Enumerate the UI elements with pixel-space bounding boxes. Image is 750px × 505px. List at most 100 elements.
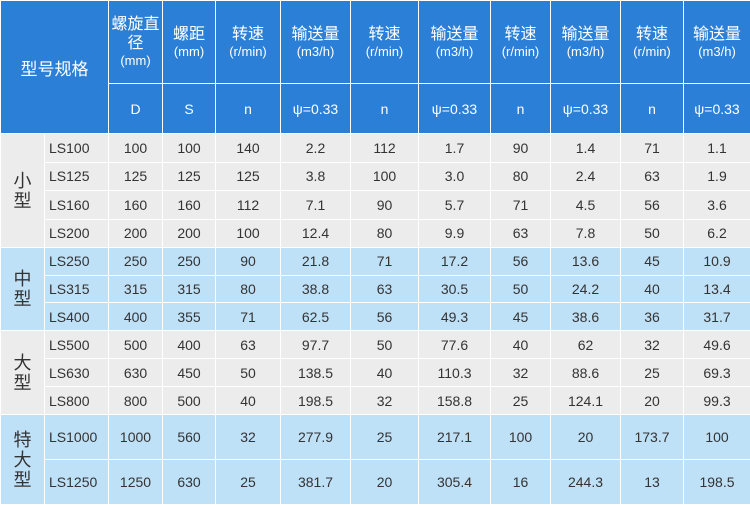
- value-cell: 4.5: [551, 191, 621, 220]
- value-cell: 38.8: [281, 275, 351, 303]
- value-cell: 277.9: [281, 415, 351, 460]
- value-cell: 140: [216, 134, 281, 163]
- value-cell: 3.0: [419, 162, 491, 191]
- column-unit: (mm): [109, 53, 162, 69]
- value-cell: 56: [491, 248, 551, 276]
- column-symbol: n: [621, 84, 684, 134]
- value-cell: 355: [163, 303, 216, 331]
- column-symbol: n: [491, 84, 551, 134]
- value-cell: 20: [621, 387, 684, 415]
- value-cell: 31.7: [684, 303, 750, 331]
- value-cell: 110.3: [419, 359, 491, 387]
- value-cell: 12.4: [281, 219, 351, 248]
- value-cell: 124.1: [551, 387, 621, 415]
- value-cell: 200: [163, 219, 216, 248]
- column-symbol: ψ=0.33: [419, 84, 491, 134]
- value-cell: 40: [621, 275, 684, 303]
- value-cell: 90: [351, 191, 419, 220]
- value-cell: 7.8: [551, 219, 621, 248]
- column-symbol: n: [351, 84, 419, 134]
- value-cell: 71: [621, 134, 684, 163]
- value-cell: 200: [109, 219, 163, 248]
- column-unit: (m3/h): [281, 44, 350, 60]
- value-cell: 500: [163, 387, 216, 415]
- column-unit: (m3/h): [684, 44, 750, 60]
- model-cell: LS100: [45, 134, 109, 163]
- column-symbol: n: [216, 84, 281, 134]
- value-cell: 50: [216, 359, 281, 387]
- value-cell: 40: [216, 387, 281, 415]
- value-cell: 450: [163, 359, 216, 387]
- value-cell: 20: [551, 415, 621, 460]
- value-cell: 80: [491, 162, 551, 191]
- value-cell: 6.2: [684, 219, 750, 248]
- value-cell: 49.3: [419, 303, 491, 331]
- column-name: 转速: [216, 25, 280, 44]
- header-title: 型号规格: [1, 1, 109, 134]
- value-cell: 40: [491, 331, 551, 359]
- value-cell: 630: [163, 460, 216, 505]
- value-cell: 158.8: [419, 387, 491, 415]
- value-cell: 9.9: [419, 219, 491, 248]
- column-header: 转速(r/min): [216, 1, 281, 84]
- value-cell: 125: [109, 162, 163, 191]
- value-cell: 20: [351, 460, 419, 505]
- value-cell: 138.5: [281, 359, 351, 387]
- value-cell: 50: [621, 219, 684, 248]
- model-cell: LS315: [45, 275, 109, 303]
- value-cell: 63: [491, 219, 551, 248]
- value-cell: 630: [109, 359, 163, 387]
- value-cell: 88.6: [551, 359, 621, 387]
- column-header: 螺距(mm): [163, 1, 216, 84]
- value-cell: 400: [109, 303, 163, 331]
- value-cell: 1.1: [684, 134, 750, 163]
- value-cell: 160: [109, 191, 163, 220]
- column-unit: (m3/h): [419, 44, 490, 60]
- value-cell: 25: [491, 387, 551, 415]
- column-header: 转速(r/min): [491, 1, 551, 84]
- value-cell: 2.4: [551, 162, 621, 191]
- column-header: 输送量(m3/h): [281, 1, 351, 84]
- value-cell: 198.5: [281, 387, 351, 415]
- value-cell: 500: [109, 331, 163, 359]
- value-cell: 63: [216, 331, 281, 359]
- value-cell: 3.6: [684, 191, 750, 220]
- column-header: 输送量(m3/h): [684, 1, 750, 84]
- value-cell: 10.9: [684, 248, 750, 276]
- group-label: 大型: [14, 353, 32, 393]
- value-cell: 40: [351, 359, 419, 387]
- value-cell: 5.7: [419, 191, 491, 220]
- value-cell: 100: [351, 162, 419, 191]
- value-cell: 112: [351, 134, 419, 163]
- column-unit: (r/min): [351, 44, 418, 60]
- column-unit: (r/min): [491, 44, 550, 60]
- model-cell: LS200: [45, 219, 109, 248]
- value-cell: 125: [216, 162, 281, 191]
- column-unit: (r/min): [621, 44, 683, 60]
- value-cell: 71: [351, 248, 419, 276]
- model-cell: LS630: [45, 359, 109, 387]
- value-cell: 25: [621, 359, 684, 387]
- value-cell: 32: [216, 415, 281, 460]
- value-cell: 1.7: [419, 134, 491, 163]
- value-cell: 80: [351, 219, 419, 248]
- value-cell: 62.5: [281, 303, 351, 331]
- value-cell: 97.7: [281, 331, 351, 359]
- value-cell: 21.8: [281, 248, 351, 276]
- value-cell: 24.2: [551, 275, 621, 303]
- group-label-cell: 小型: [1, 134, 45, 248]
- column-header: 输送量(m3/h): [551, 1, 621, 84]
- value-cell: 30.5: [419, 275, 491, 303]
- value-cell: 90: [216, 248, 281, 276]
- value-cell: 32: [351, 387, 419, 415]
